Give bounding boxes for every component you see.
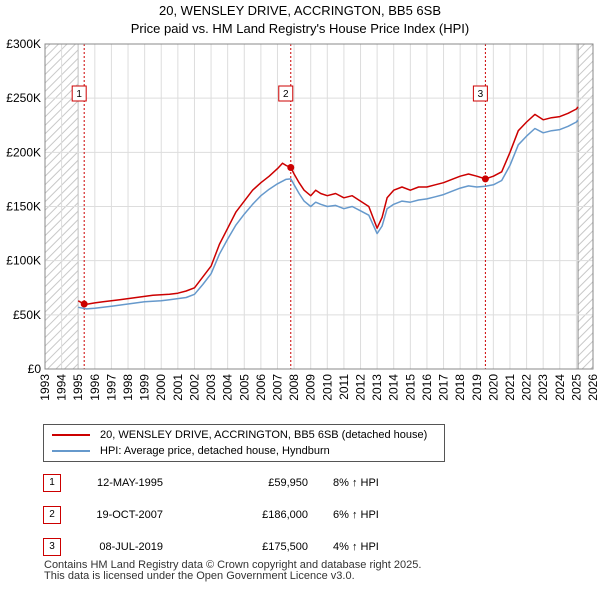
legend: 20, WENSLEY DRIVE, ACCRINGTON, BB5 6SB (…: [43, 424, 445, 462]
sale-date: 12-MAY-1995: [96, 477, 163, 489]
sale-price: £59,950: [268, 477, 308, 489]
y-tick-label: £50K: [13, 308, 41, 322]
sale-label-box: [71, 85, 87, 102]
series-line-hpi: [78, 119, 579, 310]
y-tick-label: £200K: [6, 145, 41, 159]
sale-date: 08-JUL-2019: [99, 541, 163, 553]
sale-date: 19-OCT-2007: [96, 509, 163, 521]
sale-hpi-diff: 8% ↑ HPI: [333, 477, 379, 489]
x-tick-label: 1995: [71, 374, 85, 401]
x-tick-label: 2021: [503, 374, 517, 401]
sale-label-number: 1: [76, 89, 82, 100]
x-tick-label: 2020: [486, 374, 500, 401]
x-tick-label: 2006: [254, 374, 268, 401]
x-tick-label: 2014: [387, 374, 401, 401]
sale-price: £175,500: [262, 541, 308, 553]
legend-swatch-blue: [52, 450, 90, 453]
footer-copyright: Contains HM Land Registry data © Crown c…: [44, 559, 422, 571]
x-tick-label: 2019: [470, 374, 484, 401]
sale-label-number: 3: [478, 89, 484, 100]
x-tick-label: 2010: [320, 374, 334, 401]
x-tick-label: 2024: [553, 374, 567, 401]
x-tick-label: 2025: [569, 374, 583, 401]
x-tick-label: 2023: [536, 374, 550, 401]
x-tick-label: 2005: [237, 374, 251, 401]
sale-point: [80, 300, 88, 308]
x-tick-label: 2003: [204, 374, 218, 401]
legend-item-property: 20, WENSLEY DRIVE, ACCRINGTON, BB5 6SB (…: [52, 427, 427, 443]
sale-price: £186,000: [262, 509, 308, 521]
sale-label-box: [278, 85, 294, 102]
x-tick-label: 2000: [154, 374, 168, 401]
sale-badge: 2: [43, 506, 61, 524]
x-tick-label: 2001: [171, 374, 185, 401]
x-tick-label: 2017: [437, 374, 451, 401]
y-tick-label: £250K: [6, 91, 41, 105]
x-tick-label: 2009: [304, 374, 318, 401]
x-tick-label: 2018: [453, 374, 467, 401]
x-tick-label: 2022: [520, 374, 534, 401]
x-tick-label: 1997: [104, 374, 118, 401]
y-tick-label: £0: [28, 362, 42, 376]
x-tick-label: 1998: [121, 374, 135, 401]
series-line-property: [77, 106, 579, 305]
sale-hpi-diff: 4% ↑ HPI: [333, 541, 379, 553]
plot-frame: [44, 43, 594, 370]
x-tick-label: 2012: [354, 374, 368, 401]
x-tick-label: 2008: [287, 374, 301, 401]
x-tick-label: 2002: [187, 374, 201, 401]
legend-label-property: 20, WENSLEY DRIVE, ACCRINGTON, BB5 6SB (…: [100, 429, 428, 441]
x-tick-label: 1999: [138, 374, 152, 401]
footer-licence: This data is licensed under the Open Gov…: [44, 570, 355, 582]
sale-label-number: 2: [283, 89, 289, 100]
legend-label-hpi: HPI: Average price, detached house, Hynd…: [100, 445, 330, 457]
y-tick-label: £300K: [6, 37, 41, 51]
chart-title: 20, WENSLEY DRIVE, ACCRINGTON, BB5 6SB: [158, 3, 441, 18]
x-tick-label: 2004: [221, 374, 235, 401]
sale-point: [481, 175, 489, 183]
table-row: 2 19-OCT-2007 £186,000 6% ↑ HPI: [43, 506, 443, 524]
x-tick-label: 1994: [55, 374, 69, 401]
sale-badge: 1: [43, 474, 61, 492]
x-tick-label: 2015: [403, 374, 417, 401]
y-tick-label: £100K: [6, 254, 41, 268]
footer: Contains HM Land Registry data © Crown c…: [44, 560, 421, 582]
x-tick-label: 2007: [270, 374, 284, 401]
sale-badge: 3: [43, 538, 61, 556]
chart-subtitle: Price paid vs. HM Land Registry's House …: [130, 21, 470, 36]
x-tick-label: 2016: [420, 374, 434, 401]
y-tick-label: £150K: [6, 200, 41, 214]
x-tick-label: 1996: [88, 374, 102, 401]
sale-hpi-diff: 6% ↑ HPI: [333, 509, 379, 521]
legend-swatch-red: [52, 434, 90, 437]
sale-label-box: [472, 85, 488, 102]
x-tick-label: 2011: [337, 374, 351, 400]
x-tick-label: 2013: [370, 374, 384, 401]
table-row: 1 12-MAY-1995 £59,950 8% ↑ HPI: [43, 474, 443, 492]
x-tick-label: 2026: [586, 374, 600, 401]
legend-item-hpi: HPI: Average price, detached house, Hynd…: [52, 443, 330, 459]
sale-point: [287, 164, 295, 171]
table-row: 3 08-JUL-2019 £175,500 4% ↑ HPI: [43, 538, 443, 556]
x-tick-label: 1993: [38, 374, 52, 401]
